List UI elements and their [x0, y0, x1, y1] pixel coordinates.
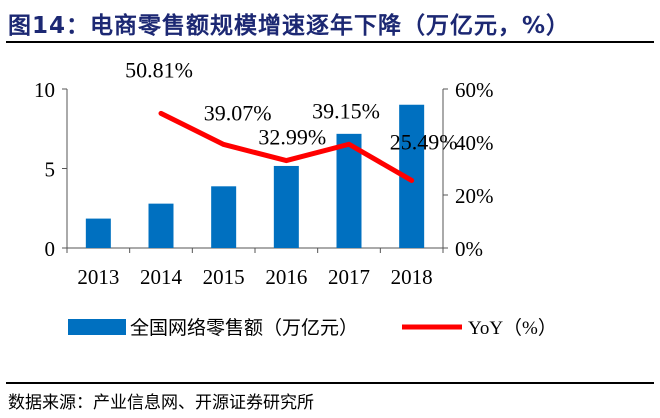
legend-line-label: YoY（%） — [468, 317, 557, 339]
legend-bar-swatch — [68, 319, 126, 335]
bar-2014 — [148, 203, 174, 248]
right-tick-label: 60% — [455, 78, 494, 102]
left-tick-label: 10 — [34, 78, 55, 102]
right-tick-label: 40% — [455, 131, 494, 155]
yoy-line — [158, 110, 415, 183]
title-divider — [6, 41, 654, 43]
source-divider — [6, 382, 654, 384]
x-tick-label: 2016 — [265, 265, 307, 289]
source-note: 数据来源：产业信息网、开源证券研究所 — [8, 393, 314, 413]
bar-2013 — [85, 218, 111, 248]
bar-2017 — [336, 133, 362, 248]
x-tick-label: 2015 — [203, 265, 245, 289]
x-tick-label: 2017 — [328, 265, 370, 289]
data-label-2017: 39.15% — [312, 98, 380, 123]
left-tick-label: 0 — [45, 237, 56, 261]
data-label-2016: 32.99% — [258, 125, 326, 150]
right-tick-label: 0% — [455, 237, 483, 261]
chart-title: 图14：电商零售额规模增速逐年下降（万亿元，%） — [8, 13, 571, 39]
data-label-2015: 39.07% — [204, 100, 272, 125]
left-tick-label: 5 — [45, 158, 56, 182]
bar-2016 — [273, 165, 299, 248]
x-tick-label: 2014 — [140, 265, 183, 289]
right-tick-label: 20% — [455, 184, 494, 208]
x-tick-label: 2013 — [77, 265, 119, 289]
legend-bar-label: 全国网络零售额（万亿元） — [130, 317, 358, 339]
data-label-2014: 50.81% — [125, 57, 193, 82]
data-label-2018: 25.49% — [390, 129, 458, 154]
bar-2015 — [211, 186, 237, 248]
x-tick-label: 2018 — [391, 265, 433, 289]
